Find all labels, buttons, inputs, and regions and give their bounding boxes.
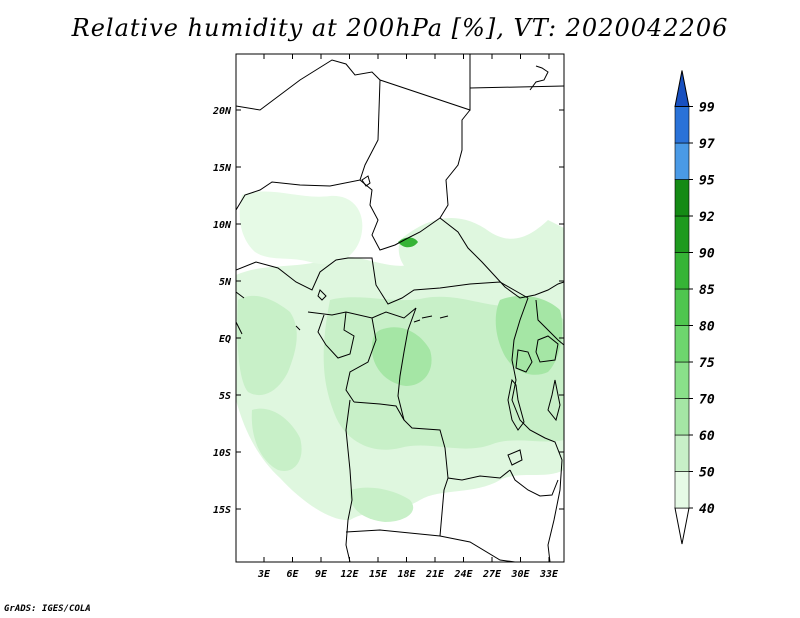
longitude-axis: 3E 6E 9E 12E 15E 18E 21E 24E 27E 30E 33E — [257, 54, 559, 580]
colorbar-bin — [674, 288, 690, 326]
border-path — [511, 297, 563, 562]
border-path — [397, 307, 511, 481]
colorbar-bin — [674, 252, 690, 290]
border-path — [509, 469, 559, 497]
credit-text: GrADS: IGES/COLA — [4, 604, 91, 614]
humidity-region-north-west — [239, 191, 363, 265]
border-path — [317, 311, 355, 359]
colorbar-label: 40 — [699, 502, 715, 517]
lon-label: 15E — [369, 569, 388, 580]
map-frame — [235, 53, 565, 563]
colorbar-bin — [674, 471, 690, 509]
border-path — [469, 85, 564, 89]
colorbar-bin — [674, 215, 690, 253]
border-path — [529, 65, 549, 91]
country-borders — [236, 54, 564, 562]
humidity-shading — [236, 191, 564, 522]
colorbar-label: 99 — [699, 101, 715, 116]
colorbar-bin — [674, 434, 690, 472]
border-path — [236, 179, 564, 299]
colorbar-bin — [674, 398, 690, 436]
colorbar-label: 75 — [699, 356, 715, 371]
colorbar: 40 50 60 70 75 80 85 90 92 95 97 99 — [674, 70, 715, 545]
colorbar-bin — [674, 507, 690, 545]
lat-label: EQ — [219, 334, 231, 345]
colorbar-bin — [674, 325, 690, 363]
border-path — [439, 109, 471, 219]
border-path — [507, 378, 525, 431]
colorbar-label: 80 — [699, 320, 715, 335]
colorbar-label: 70 — [699, 393, 715, 408]
lon-label: 18E — [397, 569, 416, 580]
colorbar-label: 90 — [699, 247, 715, 262]
lat-label: 15S — [213, 505, 231, 516]
colorbar-label: 85 — [699, 283, 715, 298]
border-path — [317, 289, 327, 301]
border-path — [439, 477, 449, 537]
colorbar-bin — [674, 70, 690, 107]
border-path — [295, 325, 301, 331]
lat-label: 10S — [213, 448, 231, 459]
lon-label: 3E — [257, 569, 271, 580]
colorbar-bin — [674, 106, 690, 144]
border-path — [413, 315, 449, 323]
border-path — [507, 449, 523, 466]
lon-label: 6E — [286, 569, 299, 580]
colorbar-bin — [674, 179, 690, 217]
humidity-region-interior — [371, 327, 432, 386]
border-path — [547, 379, 561, 422]
colorbar-label: 50 — [699, 466, 715, 481]
humidity-region-north-east — [398, 218, 564, 300]
border-path — [379, 54, 471, 111]
latitude-axis: 20N 15N 10N 5N EQ 5S 10S 15S — [212, 106, 564, 516]
border-path — [515, 349, 533, 373]
humidity-region-northeast-core — [398, 237, 418, 248]
colorbar-bin — [674, 361, 690, 399]
border-path — [236, 59, 381, 181]
map-title: Relative humidity at 200hPa [%], VT: 202… — [71, 14, 729, 42]
lon-label: 12E — [340, 569, 359, 580]
lon-label: 21E — [425, 569, 445, 580]
lat-label: 5S — [219, 391, 231, 402]
border-path — [361, 175, 371, 187]
humidity-region-west-coast — [237, 295, 297, 396]
border-path — [345, 529, 516, 562]
colorbar-label: 92 — [699, 210, 715, 225]
lon-label: 33E — [539, 569, 559, 580]
lon-label: 27E — [482, 569, 502, 580]
humidity-region-southwest — [251, 408, 302, 471]
border-path — [345, 317, 377, 403]
border-path — [535, 299, 564, 346]
colorbar-label: 97 — [699, 137, 715, 152]
border-path — [236, 257, 529, 305]
lon-label: 9E — [315, 569, 328, 580]
lat-label: 15N — [213, 163, 232, 174]
border-path — [236, 291, 245, 335]
border-path — [535, 335, 559, 363]
lat-label: 20N — [212, 106, 232, 117]
colorbar-label: 60 — [699, 429, 715, 444]
lat-label: 5N — [219, 277, 232, 288]
colorbar-bin — [674, 142, 690, 180]
lat-label: 10N — [213, 220, 232, 231]
humidity-region-south-band — [349, 487, 414, 522]
lon-label: 30E — [510, 569, 530, 580]
border-path — [345, 399, 353, 562]
lon-label: 24E — [453, 569, 473, 580]
colorbar-label: 95 — [699, 174, 715, 189]
border-path — [353, 401, 405, 421]
